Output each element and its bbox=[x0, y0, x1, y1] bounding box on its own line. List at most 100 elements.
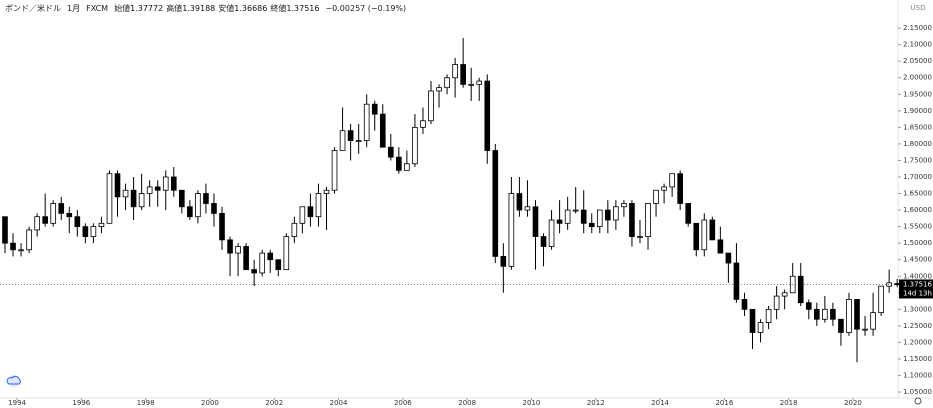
candle bbox=[347, 124, 354, 161]
candle bbox=[669, 173, 675, 197]
source: FXCM bbox=[86, 4, 109, 13]
legend-label: 始値 bbox=[114, 4, 131, 13]
candle-body bbox=[18, 249, 24, 252]
candle bbox=[323, 186, 330, 230]
candle-body bbox=[227, 239, 233, 254]
candle bbox=[830, 302, 836, 326]
candle bbox=[387, 133, 394, 161]
candle-body bbox=[66, 212, 73, 218]
legend-label: 高値 bbox=[166, 4, 183, 13]
candle-body bbox=[371, 103, 378, 115]
candle bbox=[524, 180, 531, 217]
y-tick-label: 1.70000 bbox=[903, 173, 932, 181]
candle-body bbox=[709, 219, 716, 241]
candle bbox=[420, 107, 426, 134]
legend-item: 終値1.37516 bbox=[270, 3, 319, 14]
candle bbox=[564, 196, 571, 230]
candle-body bbox=[195, 193, 201, 218]
candle bbox=[733, 243, 740, 303]
candle-body bbox=[669, 173, 675, 188]
candle-body bbox=[572, 209, 579, 212]
candle-body bbox=[170, 176, 177, 191]
settings-icon[interactable] bbox=[914, 397, 922, 405]
candle bbox=[98, 216, 105, 234]
x-tick-label: 2010 bbox=[523, 399, 541, 407]
y-tick-label: 1.55000 bbox=[903, 223, 932, 231]
candle bbox=[130, 176, 137, 221]
candle-body bbox=[580, 209, 587, 224]
candle-body bbox=[130, 189, 137, 208]
countdown: 14d 13h bbox=[903, 289, 932, 297]
change: −0.00257 (−0.19%) bbox=[325, 4, 407, 13]
candle-body bbox=[516, 193, 523, 211]
candle-body bbox=[211, 203, 217, 214]
candle bbox=[629, 200, 635, 247]
candle-body bbox=[412, 126, 418, 165]
candle-body bbox=[645, 203, 651, 237]
y-tick-label: 2.15000 bbox=[903, 24, 932, 32]
candle-body bbox=[379, 113, 386, 148]
candle bbox=[195, 190, 201, 224]
candle bbox=[556, 200, 563, 234]
candle bbox=[50, 200, 57, 227]
candle-body bbox=[797, 275, 804, 304]
candle bbox=[18, 243, 24, 257]
candle bbox=[637, 220, 643, 244]
candle bbox=[379, 104, 386, 148]
y-tick-label: 1.95000 bbox=[903, 90, 932, 98]
candle bbox=[797, 263, 804, 307]
candle bbox=[412, 114, 418, 168]
candle-body bbox=[283, 236, 290, 271]
candle-body bbox=[685, 203, 692, 224]
candle-body bbox=[805, 302, 812, 310]
candle-body bbox=[347, 130, 354, 142]
y-tick-label: 2.00000 bbox=[903, 74, 932, 82]
symbol-title: ポンド／米ドル bbox=[5, 4, 61, 13]
candle-body bbox=[596, 209, 603, 228]
candle bbox=[621, 200, 627, 217]
candle bbox=[492, 143, 499, 264]
candle-body bbox=[179, 189, 185, 208]
candle-body bbox=[854, 299, 860, 330]
candle bbox=[838, 318, 844, 346]
candle-body bbox=[492, 150, 499, 257]
candle bbox=[814, 302, 820, 326]
candle bbox=[645, 203, 651, 250]
candle bbox=[355, 124, 362, 154]
candle-body bbox=[564, 209, 571, 224]
candle bbox=[661, 183, 667, 204]
x-tick-label: 2006 bbox=[394, 399, 412, 407]
x-tick-label: 2018 bbox=[780, 399, 798, 407]
x-tick-label: 2012 bbox=[587, 399, 605, 407]
cloud-icon[interactable] bbox=[6, 375, 21, 387]
candle bbox=[653, 189, 659, 217]
ohlc-legend: 始値1.37772 高値1.39188 安値1.36686 終値1.37516 bbox=[114, 3, 319, 14]
y-tick-label: 1.05000 bbox=[903, 388, 932, 396]
candle-body bbox=[355, 140, 362, 143]
x-tick-label: 1998 bbox=[137, 399, 155, 407]
candle-body bbox=[621, 203, 627, 208]
candle bbox=[805, 299, 812, 320]
candle-body bbox=[757, 322, 764, 333]
candle-body bbox=[307, 206, 314, 218]
candle-body bbox=[187, 206, 193, 218]
candle bbox=[484, 74, 491, 164]
candle bbox=[508, 176, 515, 270]
candle bbox=[894, 278, 901, 288]
candle-body bbox=[460, 64, 466, 85]
candle-body bbox=[548, 219, 555, 247]
candle-body bbox=[34, 216, 40, 231]
candle-body bbox=[331, 150, 338, 191]
candle bbox=[203, 183, 209, 214]
candle bbox=[749, 308, 756, 350]
candle-body bbox=[508, 193, 515, 267]
candle-body bbox=[436, 87, 442, 92]
y-tick-label: 1.25000 bbox=[903, 322, 932, 330]
candle bbox=[468, 67, 474, 101]
candle bbox=[854, 299, 860, 363]
candle bbox=[717, 226, 724, 254]
y-tick-label: 1.75000 bbox=[903, 156, 932, 164]
candle-body bbox=[637, 236, 643, 238]
candles bbox=[2, 38, 901, 363]
candle-body bbox=[814, 308, 820, 320]
